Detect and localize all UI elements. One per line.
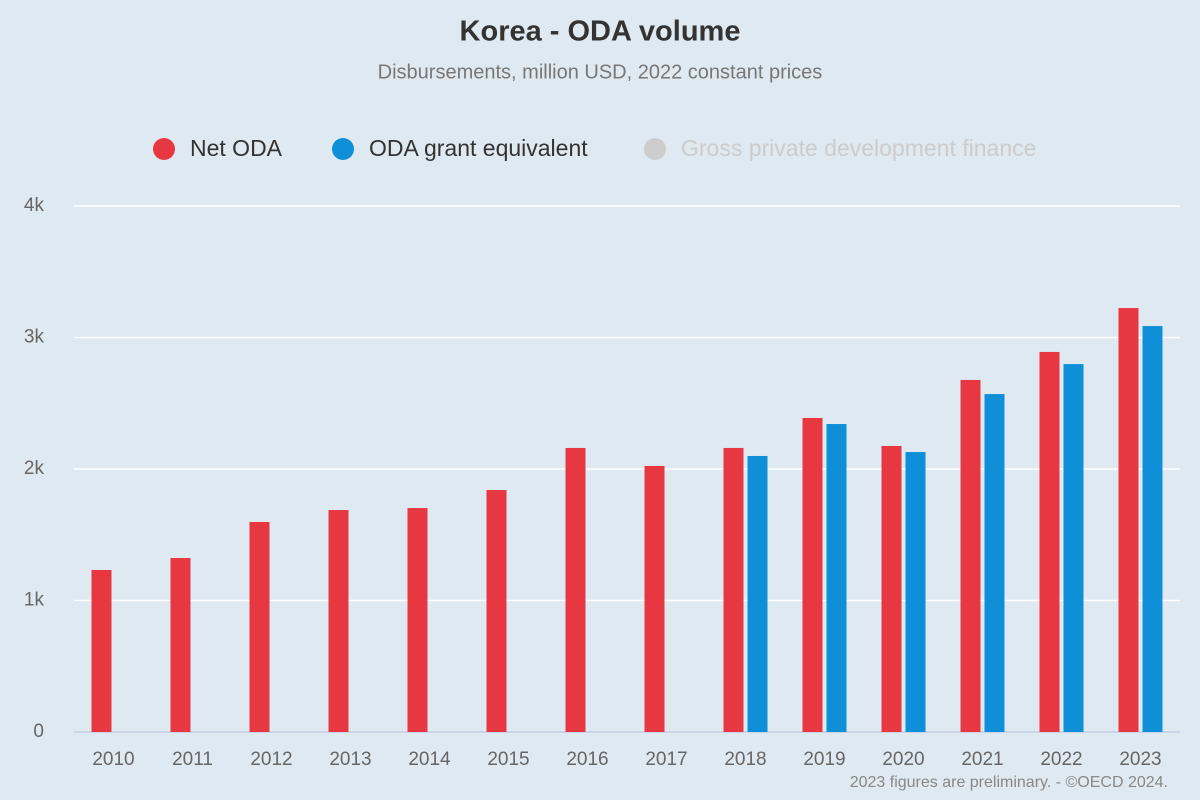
- bar[interactable]: [1118, 308, 1139, 732]
- x-tick-label: 2020: [882, 749, 924, 770]
- bar[interactable]: [91, 569, 112, 732]
- bar[interactable]: [747, 455, 768, 732]
- bar[interactable]: [565, 447, 586, 732]
- x-tick-label: 2011: [172, 749, 213, 770]
- y-tick-label: 1k: [24, 590, 45, 611]
- bar[interactable]: [486, 490, 507, 732]
- bar[interactable]: [960, 379, 981, 732]
- y-tick-label: 4k: [24, 195, 45, 216]
- footnote: 2023 figures are preliminary. - ©OECD 20…: [850, 774, 1168, 791]
- bar[interactable]: [802, 417, 823, 732]
- bar[interactable]: [723, 447, 744, 732]
- bar[interactable]: [826, 424, 847, 732]
- legend-label[interactable]: ODA grant equivalent: [369, 135, 588, 161]
- x-tick-label: 2018: [724, 749, 766, 770]
- legend-marker[interactable]: [153, 138, 175, 160]
- bar[interactable]: [249, 521, 270, 732]
- bar[interactable]: [905, 452, 926, 732]
- x-tick-label: 2013: [329, 749, 371, 770]
- bar[interactable]: [881, 445, 902, 732]
- bar[interactable]: [407, 508, 428, 732]
- bar[interactable]: [328, 510, 349, 732]
- bar[interactable]: [1142, 326, 1163, 732]
- x-tick-label: 2015: [487, 749, 529, 770]
- bar[interactable]: [984, 394, 1005, 732]
- chart-subtitle: Disbursements, million USD, 2022 constan…: [378, 61, 823, 83]
- legend-marker[interactable]: [332, 138, 354, 160]
- x-tick-label: 2017: [645, 749, 687, 770]
- chart-title: Korea - ODA volume: [460, 16, 741, 48]
- x-tick-label: 2010: [92, 749, 134, 770]
- x-tick-label: 2014: [408, 749, 451, 770]
- y-tick-label: 2k: [24, 458, 45, 479]
- y-tick-label: 3k: [24, 327, 45, 348]
- y-tick-label: 0: [33, 721, 44, 742]
- x-tick-label: 2019: [803, 749, 845, 770]
- bar[interactable]: [1063, 364, 1084, 732]
- legend-marker[interactable]: [644, 138, 666, 160]
- x-tick-label: 2016: [566, 749, 608, 770]
- bar[interactable]: [170, 558, 191, 732]
- legend-label[interactable]: Net ODA: [190, 135, 283, 161]
- bar[interactable]: [1039, 351, 1060, 732]
- x-tick-label: 2023: [1119, 749, 1161, 770]
- bar[interactable]: [644, 465, 665, 732]
- legend-label[interactable]: Gross private development finance: [681, 135, 1036, 161]
- x-tick-label: 2021: [961, 749, 1003, 770]
- x-tick-label: 2012: [250, 749, 292, 770]
- x-tick-label: 2022: [1040, 749, 1082, 770]
